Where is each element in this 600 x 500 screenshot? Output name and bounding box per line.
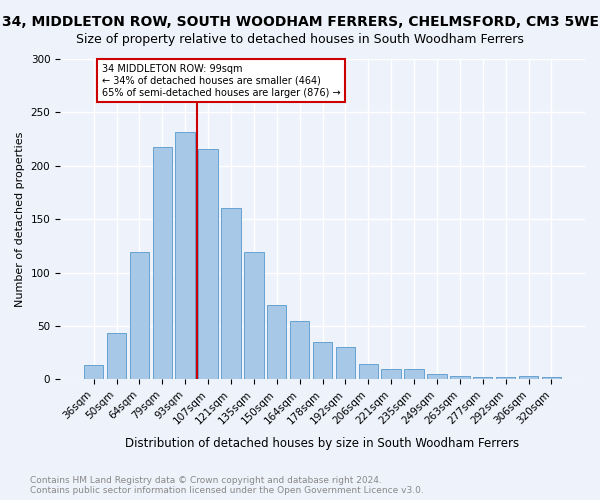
Bar (382, 368, 401, 380)
Text: Size of property relative to detached houses in South Woodham Ferrers: Size of property relative to detached ho… (76, 32, 524, 46)
Bar (496, 377, 515, 380)
Bar (427, 374, 446, 380)
Bar (542, 377, 561, 380)
Bar (519, 376, 538, 380)
Bar (404, 368, 424, 380)
X-axis label: Distribution of detached houses by size in South Woodham Ferrers: Distribution of detached houses by size … (125, 437, 520, 450)
Bar (359, 364, 378, 380)
Bar (244, 252, 263, 380)
Bar (84, 366, 103, 380)
Text: 34, MIDDLETON ROW, SOUTH WOODHAM FERRERS, CHELMSFORD, CM3 5WE: 34, MIDDLETON ROW, SOUTH WOODHAM FERRERS… (1, 15, 599, 29)
Bar (107, 334, 126, 380)
Y-axis label: Number of detached properties: Number of detached properties (15, 132, 25, 307)
Bar (335, 348, 355, 380)
Bar (450, 376, 470, 380)
Bar (130, 252, 149, 380)
Text: 34 MIDDLETON ROW: 99sqm
← 34% of detached houses are smaller (464)
65% of semi-d: 34 MIDDLETON ROW: 99sqm ← 34% of detache… (101, 64, 340, 98)
Bar (313, 342, 332, 380)
Bar (199, 148, 218, 380)
Text: Contains HM Land Registry data © Crown copyright and database right 2024.
Contai: Contains HM Land Registry data © Crown c… (30, 476, 424, 495)
Bar (473, 377, 493, 380)
Bar (221, 208, 241, 380)
Bar (175, 132, 195, 380)
Bar (267, 304, 286, 380)
Bar (290, 320, 310, 380)
Bar (152, 146, 172, 380)
